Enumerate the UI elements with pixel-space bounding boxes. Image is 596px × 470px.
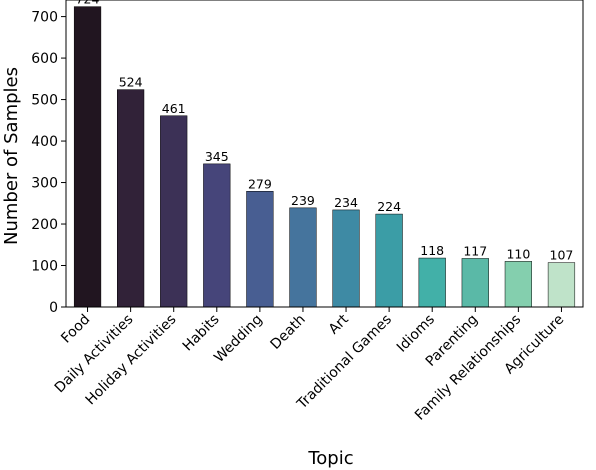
x-tick-label: Daily Activities bbox=[52, 312, 137, 397]
y-tick-label: 600 bbox=[31, 51, 58, 67]
y-axis-title: Number of Samples bbox=[1, 67, 22, 245]
y-tick-label: 0 bbox=[49, 300, 58, 316]
bar-value-label: 110 bbox=[506, 246, 530, 261]
bar bbox=[203, 163, 231, 308]
y-tick-label: 400 bbox=[31, 134, 58, 150]
y-tick-label: 500 bbox=[31, 93, 58, 109]
x-tick-label: Habits bbox=[180, 312, 223, 355]
x-tick-label: Food bbox=[58, 312, 93, 347]
bar-value-label: 345 bbox=[205, 149, 229, 164]
y-tick-label: 700 bbox=[31, 10, 58, 26]
y-tick-label: 200 bbox=[31, 217, 58, 233]
bar-value-label: 239 bbox=[291, 193, 315, 208]
bar bbox=[160, 115, 188, 308]
bar-value-label: 279 bbox=[248, 176, 272, 191]
y-tick-label: 100 bbox=[31, 259, 58, 275]
bar-value-label: 224 bbox=[377, 199, 401, 214]
bar-value-label: 524 bbox=[119, 75, 143, 90]
bar-value-label: 107 bbox=[550, 248, 574, 263]
bar bbox=[73, 6, 102, 308]
bar bbox=[504, 261, 532, 308]
bar-value-label: 117 bbox=[463, 243, 487, 258]
bar bbox=[117, 89, 145, 308]
bar bbox=[547, 262, 576, 308]
bar bbox=[289, 207, 317, 308]
bar-value-label: 118 bbox=[420, 243, 444, 258]
y-tick-label: 300 bbox=[31, 176, 58, 192]
bar bbox=[461, 258, 489, 308]
axes-frame bbox=[65, 0, 584, 308]
bar-value-label: 234 bbox=[334, 195, 358, 210]
bar-value-label: 724 bbox=[76, 0, 100, 7]
bar bbox=[246, 191, 274, 308]
x-axis-title: Topic bbox=[307, 448, 353, 469]
bar-value-label: 461 bbox=[162, 101, 186, 116]
x-tick-label: Art bbox=[326, 311, 352, 337]
x-tick-label: Death bbox=[268, 312, 309, 353]
bar bbox=[332, 209, 360, 308]
bar bbox=[418, 257, 446, 308]
bar bbox=[375, 213, 403, 308]
